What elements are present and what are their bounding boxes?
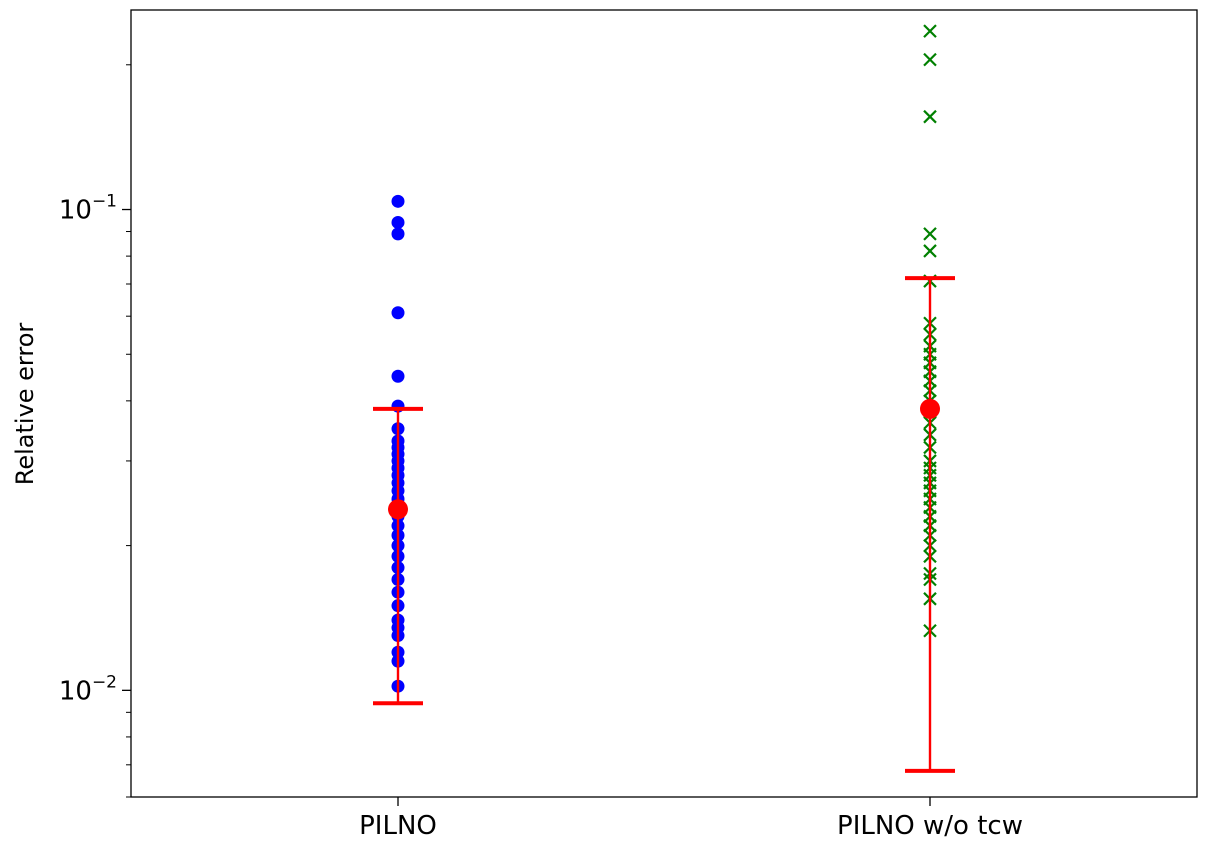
data-point-stroke	[923, 24, 937, 38]
mean-marker	[920, 398, 940, 419]
data-point	[391, 369, 405, 383]
y-tick-label: 10−1	[59, 192, 117, 226]
y-tick-label: 10−2	[59, 672, 117, 706]
data-point	[923, 244, 937, 258]
x-tick-label: PILNO w/o tcw	[837, 811, 1023, 841]
data-point-stroke	[923, 227, 937, 241]
data-point	[923, 52, 937, 67]
plot-frame	[130, 9, 1198, 798]
mean-marker	[388, 499, 408, 520]
data-point	[391, 194, 405, 208]
y-axis-label: Relative error	[11, 323, 39, 486]
y-tick-label-base: 10	[59, 676, 92, 706]
data-point	[391, 306, 405, 320]
data-point	[391, 227, 405, 241]
y-tick-label-base: 10	[59, 196, 92, 226]
x-tick-label: PILNO	[359, 811, 437, 841]
data-point-stroke	[923, 244, 937, 258]
y-tick-label-exponent: −1	[92, 192, 117, 212]
plot-area	[373, 24, 955, 773]
data-point	[923, 109, 937, 124]
data-point	[923, 24, 937, 38]
data-point	[391, 215, 405, 229]
data-point-stroke	[923, 109, 937, 124]
data-point-stroke	[923, 52, 937, 67]
y-tick-label-exponent: −2	[92, 672, 117, 692]
data-point	[923, 227, 937, 241]
